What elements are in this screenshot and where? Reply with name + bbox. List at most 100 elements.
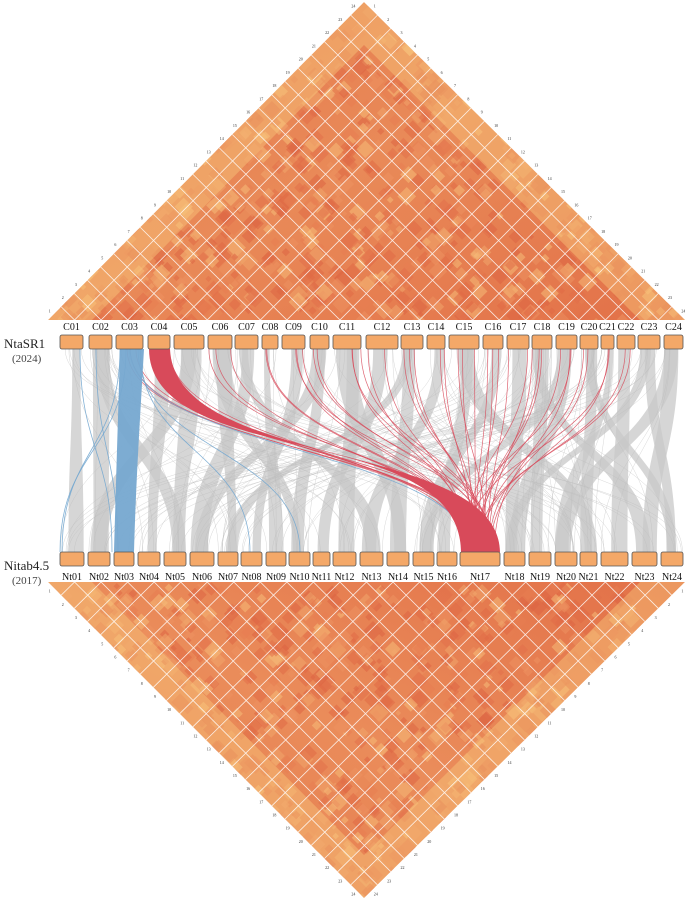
- syntenic-line: [429, 348, 496, 553]
- heatmap-cell: [141, 624, 158, 641]
- heatmap-cell: [588, 646, 607, 665]
- heatmap-cell: [582, 765, 601, 784]
- heatmap-cell: [446, 67, 457, 77]
- heatmap-cell: [504, 176, 519, 191]
- heatmap-cell: [102, 845, 111, 855]
- heatmap-cell: [51, 667, 62, 678]
- heatmap-cell: [190, 676, 208, 694]
- heatmap-cell: [283, 865, 296, 877]
- heatmap-cell: [223, 605, 240, 622]
- chromosome-label: Nt08: [242, 572, 262, 583]
- heatmap-cell: [455, 847, 466, 859]
- chromosome-bar: [528, 551, 552, 567]
- heatmap-cell: [141, 118, 160, 137]
- heatmap-cell: [612, 182, 631, 201]
- heatmap-cell: [81, 656, 93, 669]
- heatmap-cell: [441, 142, 454, 155]
- syntenic-line: [130, 348, 648, 553]
- heatmap-cell: [501, 890, 520, 898]
- heatmap-cell: [62, 654, 76, 668]
- heatmap-cell: [657, 718, 667, 728]
- heatmap-cell: [583, 832, 592, 840]
- heatmap-cell: [573, 62, 583, 72]
- heatmap-cell: [643, 221, 654, 232]
- chromosome-bar: [59, 551, 85, 567]
- heatmap-cell: [575, 837, 590, 852]
- heatmap-cell: [92, 232, 106, 246]
- heatmap-cell: [48, 176, 57, 185]
- heatmap-gridline: [315, 582, 632, 635]
- heatmap-cell: [237, 811, 244, 818]
- heatmap-cell: [50, 685, 68, 703]
- heatmap-cell: [74, 793, 82, 801]
- chromosome-bar: [281, 334, 306, 350]
- heatmap-cell: [363, 756, 371, 763]
- heatmap-cell: [260, 138, 273, 151]
- heatmap-cell: [152, 860, 165, 872]
- heatmap-tick-label: 18: [454, 812, 458, 817]
- heatmap-cell: [618, 656, 628, 666]
- heatmap-cell: [207, 825, 221, 839]
- syntenic-line: [517, 348, 678, 553]
- heatmap-cell: [130, 883, 141, 894]
- syntenic-line: [291, 348, 575, 553]
- heatmap-cell: [578, 708, 585, 716]
- heatmap-cell: [48, 178, 53, 187]
- heatmap-cell: [410, 293, 423, 306]
- heatmap-cell: [654, 696, 664, 706]
- heatmap-cell: [55, 768, 65, 778]
- heatmap-cell: [441, 182, 448, 189]
- heatmap-cell: [672, 860, 685, 877]
- heatmap-gridline: [179, 582, 501, 714]
- heatmap-cell: [207, 96, 223, 112]
- chromosome-bar: [288, 551, 311, 567]
- heatmap-cell: [247, 853, 260, 866]
- heatmap-cell: [183, 787, 193, 797]
- heatmap-tick-label: 7: [128, 668, 130, 673]
- heatmap-cell: [380, 886, 398, 898]
- heatmap-cell: [225, 627, 235, 637]
- heatmap-tick-label: 8: [467, 96, 469, 101]
- heatmap-cell: [678, 778, 685, 791]
- heatmap-cell: [626, 120, 646, 140]
- heatmap-cell: [292, 655, 307, 671]
- heatmap-cell: [632, 693, 647, 709]
- heatmap-cell: [418, 848, 429, 859]
- heatmap-cell: [641, 288, 658, 305]
- heatmap-cell: [597, 26, 615, 44]
- heatmap-cell: [469, 282, 488, 301]
- heatmap-cell: [52, 595, 62, 605]
- heatmap-cell: [161, 720, 172, 731]
- heatmap-gridline: [205, 582, 528, 741]
- heatmap-cell: [511, 274, 521, 284]
- heatmap-cell: [530, 25, 547, 41]
- heatmap-cell: [587, 12, 607, 32]
- heatmap-cell: [49, 666, 60, 676]
- heatmap-cell: [586, 629, 601, 644]
- heatmap-cell: [457, 281, 475, 300]
- chromosome-label: C02: [92, 322, 109, 333]
- heatmap-tick-label: 23: [668, 295, 672, 300]
- heatmap-cell: [219, 281, 233, 295]
- heatmap-cell: [654, 138, 662, 146]
- heatmap-cell: [145, 891, 158, 898]
- heatmap-cell: [291, 885, 308, 898]
- chromosome-label: Nt09: [266, 572, 286, 583]
- heatmap-cell: [660, 652, 668, 661]
- heatmap-cell: [587, 110, 608, 131]
- heatmap-cell: [190, 29, 198, 37]
- heatmap-cell: [145, 129, 153, 137]
- heatmap-cell: [285, 845, 292, 852]
- heatmap-cell: [400, 716, 408, 725]
- heatmap-cell: [616, 831, 629, 843]
- heatmap-cell: [156, 768, 170, 783]
- heatmap-cell: [342, 845, 357, 860]
- heatmap-cell: [632, 777, 647, 792]
- heatmap-cell: [670, 249, 683, 262]
- chromosome-label: C15: [456, 322, 473, 333]
- chromosome-bar: [531, 334, 553, 350]
- heatmap-cell: [449, 681, 461, 693]
- heatmap-cell: [138, 108, 149, 118]
- heatmap-cell: [546, 736, 556, 745]
- heatmap-cell: [210, 652, 226, 668]
